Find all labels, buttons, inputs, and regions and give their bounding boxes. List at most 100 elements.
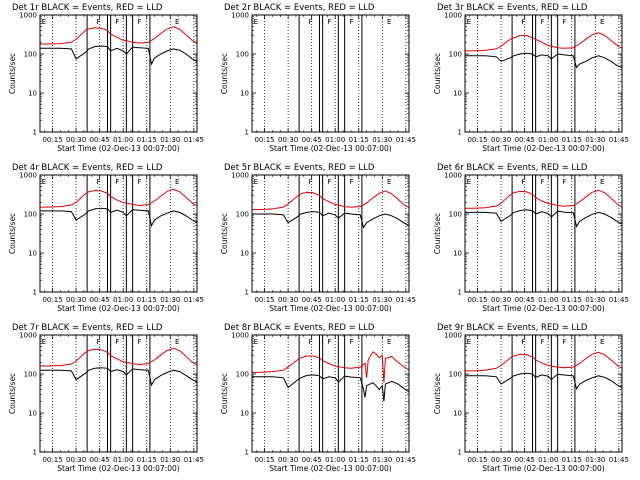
y-tick-label: 1000 — [19, 12, 37, 20]
series-line-1 — [252, 351, 410, 383]
chart-panel-8: Det 8r BLACK = Events, RED = LLD E F F F E 1 10… — [220, 323, 416, 473]
interval-marker-label: E — [600, 18, 604, 26]
x-tick-label: 00:15 — [254, 296, 274, 304]
plot-frame — [464, 334, 623, 453]
interval-marker-label: F — [349, 18, 353, 26]
x-tick-label: 01:30 — [585, 456, 605, 464]
y-tick-label: 10 — [28, 250, 37, 258]
series-line-1 — [40, 26, 198, 45]
interval-marker-label: F — [97, 178, 101, 186]
series-line-1 — [465, 189, 623, 209]
x-tick-label: 01:45 — [184, 456, 204, 464]
x-tick-label: 01:15 — [562, 296, 582, 304]
x-tick-label: 01:15 — [349, 136, 369, 144]
y-tick-label: 100 — [24, 371, 37, 379]
plot-frame — [39, 334, 198, 453]
interval-marker-label: E — [254, 338, 258, 346]
y-axis-label: Counts/sec — [8, 373, 17, 414]
interval-marker-label: F — [115, 18, 119, 26]
x-tick-label: 00:15 — [42, 136, 62, 144]
interval-marker-label: F — [137, 18, 141, 26]
series-line-1 — [465, 32, 623, 52]
interval-marker-label: E — [387, 178, 391, 186]
plot-frame — [251, 174, 410, 293]
y-tick-label: 10 — [240, 250, 249, 258]
series-line-2 — [40, 207, 198, 228]
series-line-2 — [40, 367, 198, 387]
y-tick-label: 100 — [236, 371, 249, 379]
plot-frame — [464, 174, 623, 293]
x-tick-label: 00:30 — [491, 296, 511, 304]
interval-marker-label: F — [137, 178, 141, 186]
x-tick-label: 01:00 — [325, 456, 345, 464]
series-line-1 — [40, 347, 198, 367]
plot-frame — [39, 14, 198, 133]
y-tick-label: 1000 — [19, 332, 37, 340]
interval-marker-label: E — [42, 338, 46, 346]
interval-marker-label: E — [387, 18, 391, 26]
x-tick-label: 01:00 — [538, 296, 558, 304]
chart-panel-1: Det 1r BLACK = Events, RED = LLD E F F F E 1 10… — [8, 3, 204, 153]
plot-frame — [464, 14, 623, 133]
y-axis-label: Counts/sec — [220, 373, 229, 414]
chart-title: Det 9r BLACK = Events, RED = LLD — [437, 323, 588, 333]
y-tick-label: 1 — [458, 129, 462, 137]
series-line-2 — [465, 372, 623, 390]
x-axis-label: Start Time (02-Dec-13 00:07:00) — [482, 304, 604, 313]
chart-panel-3: Det 3r BLACK = Events, RED = LLD E F F F E 1 10… — [433, 3, 629, 153]
x-tick-label: 01:45 — [609, 136, 629, 144]
x-tick-label: 01:15 — [349, 296, 369, 304]
y-axis-label: Counts/sec — [8, 213, 17, 254]
x-tick-label: 01:30 — [160, 456, 180, 464]
interval-marker-label: F — [522, 338, 526, 346]
interval-marker-label: F — [309, 18, 313, 26]
x-tick-label: 00:15 — [42, 456, 62, 464]
y-tick-label: 10 — [453, 410, 462, 418]
interval-marker-label: E — [254, 18, 258, 26]
chart-title: Det 5r BLACK = Events, RED = LLD — [224, 163, 375, 173]
x-tick-label: 00:45 — [90, 296, 110, 304]
y-tick-label: 100 — [449, 211, 462, 219]
plot-frame — [39, 174, 198, 293]
interval-marker-label: F — [540, 18, 544, 26]
y-tick-label: 100 — [236, 211, 249, 219]
x-tick-label: 01:45 — [396, 296, 416, 304]
y-tick-label: 1000 — [444, 12, 462, 20]
x-tick-label: 00:30 — [278, 136, 298, 144]
chart-title: Det 8r BLACK = Events, RED = LLD — [224, 323, 375, 333]
x-tick-label: 00:45 — [515, 136, 535, 144]
y-tick-label: 1 — [33, 129, 37, 137]
y-tick-label: 100 — [24, 211, 37, 219]
x-tick-label: 00:30 — [66, 456, 86, 464]
y-axis-label: Counts/sec — [433, 213, 442, 254]
x-tick-label: 01:00 — [325, 136, 345, 144]
chart-panel-9: Det 9r BLACK = Events, RED = LLD E F F F E 1 10… — [433, 323, 629, 473]
y-tick-label: 1000 — [231, 12, 249, 20]
series-line-2 — [40, 45, 198, 66]
y-tick-label: 1 — [458, 289, 462, 297]
interval-marker-label: F — [327, 18, 331, 26]
y-tick-label: 10 — [28, 410, 37, 418]
interval-marker-label: E — [175, 178, 179, 186]
chart-title: Det 1r BLACK = Events, RED = LLD — [12, 3, 163, 13]
interval-marker-label: F — [522, 178, 526, 186]
x-tick-label: 00:15 — [254, 456, 274, 464]
x-tick-label: 01:30 — [585, 136, 605, 144]
interval-marker-label: E — [175, 338, 179, 346]
x-tick-label: 01:15 — [562, 456, 582, 464]
x-tick-label: 00:45 — [302, 296, 322, 304]
y-tick-label: 10 — [28, 90, 37, 98]
chart-panel-6: Det 6r BLACK = Events, RED = LLD E F F F E 1 10… — [433, 163, 629, 313]
x-tick-label: 00:15 — [254, 136, 274, 144]
x-tick-label: 00:45 — [515, 296, 535, 304]
y-tick-label: 1 — [245, 129, 249, 137]
x-axis-label: Start Time (02-Dec-13 00:07:00) — [57, 144, 179, 153]
y-axis-label: Counts/sec — [8, 53, 17, 94]
y-tick-label: 10 — [240, 90, 249, 98]
y-tick-label: 1000 — [444, 332, 462, 340]
y-tick-label: 1000 — [231, 332, 249, 340]
interval-marker-label: F — [327, 178, 331, 186]
y-tick-label: 1000 — [19, 172, 37, 180]
y-tick-label: 10 — [453, 250, 462, 258]
x-tick-label: 01:45 — [609, 456, 629, 464]
